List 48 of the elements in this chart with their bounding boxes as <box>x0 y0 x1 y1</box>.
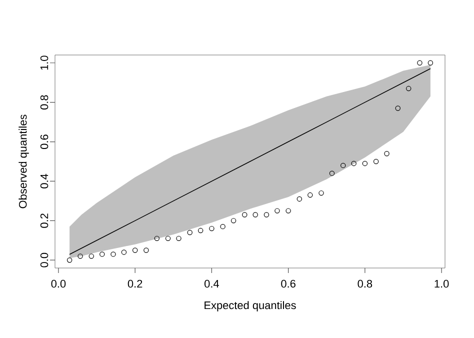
point <box>78 254 83 259</box>
y-tick-label: 0.0 <box>40 252 48 268</box>
x-tick-label: 0.4 <box>204 280 219 288</box>
point <box>428 60 434 66</box>
point <box>132 248 138 253</box>
point <box>406 86 412 92</box>
point <box>121 250 127 255</box>
x-axis-title: Expected quantiles <box>204 301 296 312</box>
x-tick-label: 0.0 <box>51 280 66 288</box>
point <box>318 190 324 196</box>
point <box>264 212 270 218</box>
point <box>110 252 116 257</box>
point <box>144 248 149 253</box>
point <box>154 236 160 242</box>
x-tick-label: 0.8 <box>358 280 372 288</box>
point <box>351 160 356 166</box>
point <box>417 60 422 66</box>
y-tick-label: 0.6 <box>40 134 48 149</box>
point <box>329 170 335 176</box>
point <box>230 218 236 224</box>
point <box>209 226 214 232</box>
point <box>274 208 280 214</box>
x-tick-label: 0.2 <box>128 280 142 288</box>
point <box>395 106 400 111</box>
point <box>187 230 192 236</box>
point <box>296 196 302 202</box>
point <box>220 224 226 230</box>
point <box>88 254 94 259</box>
point <box>252 212 258 218</box>
point <box>286 208 291 214</box>
point <box>373 158 379 164</box>
y-tick-label: 0.2 <box>40 214 48 228</box>
y-tick-label: 0.4 <box>40 174 48 188</box>
point <box>384 151 390 156</box>
y-tick-label: 0.8 <box>40 95 48 110</box>
point <box>100 252 105 257</box>
x-tick-label: 0.6 <box>281 280 296 288</box>
point <box>362 160 368 166</box>
y-tick-label: 1.0 <box>40 56 48 70</box>
point <box>176 236 182 242</box>
point <box>242 212 248 218</box>
point <box>340 162 346 168</box>
point <box>165 236 171 242</box>
x-tick-label: 1.0 <box>434 280 449 288</box>
y-axis-title: Observed quantiles <box>18 114 29 208</box>
point <box>66 258 72 263</box>
point <box>308 192 313 198</box>
point <box>198 228 204 234</box>
